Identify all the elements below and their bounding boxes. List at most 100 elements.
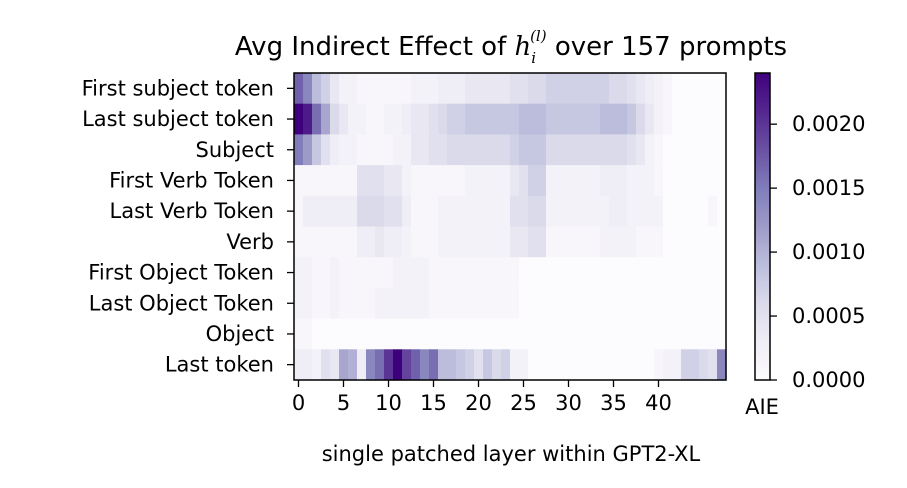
heatmap-cell	[573, 257, 583, 289]
heatmap-cell	[348, 165, 358, 197]
heatmap-cell	[366, 103, 376, 135]
heatmap-cell	[393, 226, 403, 258]
heatmap-cell	[474, 195, 484, 228]
heatmap-cell	[312, 349, 322, 381]
heatmap-cell	[699, 165, 709, 197]
heatmap-cell	[510, 318, 520, 350]
heatmap-cell	[303, 257, 313, 289]
heatmap-cell	[501, 103, 511, 135]
heatmap-cell	[591, 226, 601, 258]
x-axis-ticks: 0 5 10 15 20 25 30 35 40	[292, 380, 672, 415]
heatmap-cell	[573, 103, 583, 135]
heatmap-cell	[492, 165, 502, 197]
heatmap-cell	[654, 226, 664, 258]
heatmap-cell	[384, 226, 394, 258]
heatmap-cell	[420, 349, 430, 381]
heatmap-cell	[483, 318, 493, 350]
heatmap-cell	[600, 287, 610, 320]
heatmap-cell	[537, 103, 547, 135]
heatmap-cell	[609, 165, 619, 197]
heatmap-cell	[672, 318, 682, 350]
heatmap-cell	[681, 165, 691, 197]
heatmap-cell	[294, 226, 304, 258]
heatmap-cell	[393, 103, 403, 135]
heatmap-cell	[510, 226, 520, 258]
heatmap-cell	[591, 134, 601, 166]
heatmap-cell	[339, 318, 349, 350]
heatmap-cell	[546, 195, 556, 228]
heatmap-cell	[321, 257, 331, 289]
heatmap-cell	[537, 165, 547, 197]
heatmap-cell	[582, 73, 592, 105]
heatmap-cell	[375, 195, 385, 228]
heatmap-cell	[690, 287, 700, 320]
heatmap-cell	[294, 134, 304, 166]
heatmap-cell	[483, 257, 493, 289]
heatmap-cell	[690, 318, 700, 350]
heatmap-cell	[339, 165, 349, 197]
heatmap-cell	[393, 73, 403, 105]
heatmap-cell	[429, 134, 439, 166]
heatmap-cell	[591, 195, 601, 228]
heatmap-cell	[303, 134, 313, 166]
x-tick-label: 30	[555, 391, 582, 415]
heatmap-cell	[690, 257, 700, 289]
heatmap-cell	[510, 103, 520, 135]
heatmap-cell	[465, 257, 475, 289]
heatmap-cell	[708, 287, 718, 320]
colorbar	[754, 72, 771, 381]
heatmap-cell	[636, 349, 646, 381]
heatmap-cell	[339, 195, 349, 228]
heatmap-cell	[339, 134, 349, 166]
heatmap-cell	[366, 165, 376, 197]
heatmap-cell	[600, 134, 610, 166]
heatmap-cell	[465, 318, 475, 350]
heatmap-cell	[492, 287, 502, 320]
heatmap-cell	[573, 195, 583, 228]
heatmap-cell	[357, 195, 367, 228]
heatmap-cell	[546, 73, 556, 105]
heatmap-cell	[483, 103, 493, 135]
heatmap-cell	[537, 349, 547, 381]
heatmap-cell	[690, 165, 700, 197]
heatmap-cell	[699, 195, 709, 228]
heatmap-cell	[699, 134, 709, 166]
heatmap-cell	[456, 195, 466, 228]
heatmap-cell	[627, 134, 637, 166]
heatmap-cell	[609, 103, 619, 135]
heatmap-cell	[402, 73, 412, 105]
heatmap-cell	[582, 195, 592, 228]
heatmap-cell	[681, 134, 691, 166]
heatmap-cell	[384, 349, 394, 381]
heatmap-cell	[618, 103, 628, 135]
heatmap-cell	[708, 195, 718, 228]
heatmap-cell	[663, 73, 673, 105]
heatmap-cell	[501, 257, 511, 289]
heatmap-cell	[321, 195, 331, 228]
heatmap-cell	[303, 226, 313, 258]
heatmap-cell	[474, 226, 484, 258]
heatmap-cell	[384, 318, 394, 350]
heatmap-cell	[555, 103, 565, 135]
heatmap-cell	[537, 73, 547, 105]
heatmap-cell	[564, 257, 574, 289]
heatmap-cell	[456, 103, 466, 135]
heatmap-cell	[618, 226, 628, 258]
heatmap-cell	[492, 226, 502, 258]
heatmap-cell	[519, 226, 529, 258]
x-tick-label: 10	[375, 391, 402, 415]
heatmap-cell	[321, 103, 331, 135]
heatmap-cell	[663, 257, 673, 289]
heatmap-cell	[474, 73, 484, 105]
heatmap-cell	[393, 349, 403, 381]
heatmap-cell	[465, 165, 475, 197]
heatmap-cell	[402, 349, 412, 381]
heatmap-cell	[429, 318, 439, 350]
heatmap-cell	[609, 134, 619, 166]
heatmap-cell	[681, 226, 691, 258]
heatmap-cell	[717, 195, 727, 228]
heatmap-cell	[330, 226, 340, 258]
heatmap-cell	[600, 103, 610, 135]
heatmap-cell	[429, 287, 439, 320]
heatmap-cell	[591, 318, 601, 350]
